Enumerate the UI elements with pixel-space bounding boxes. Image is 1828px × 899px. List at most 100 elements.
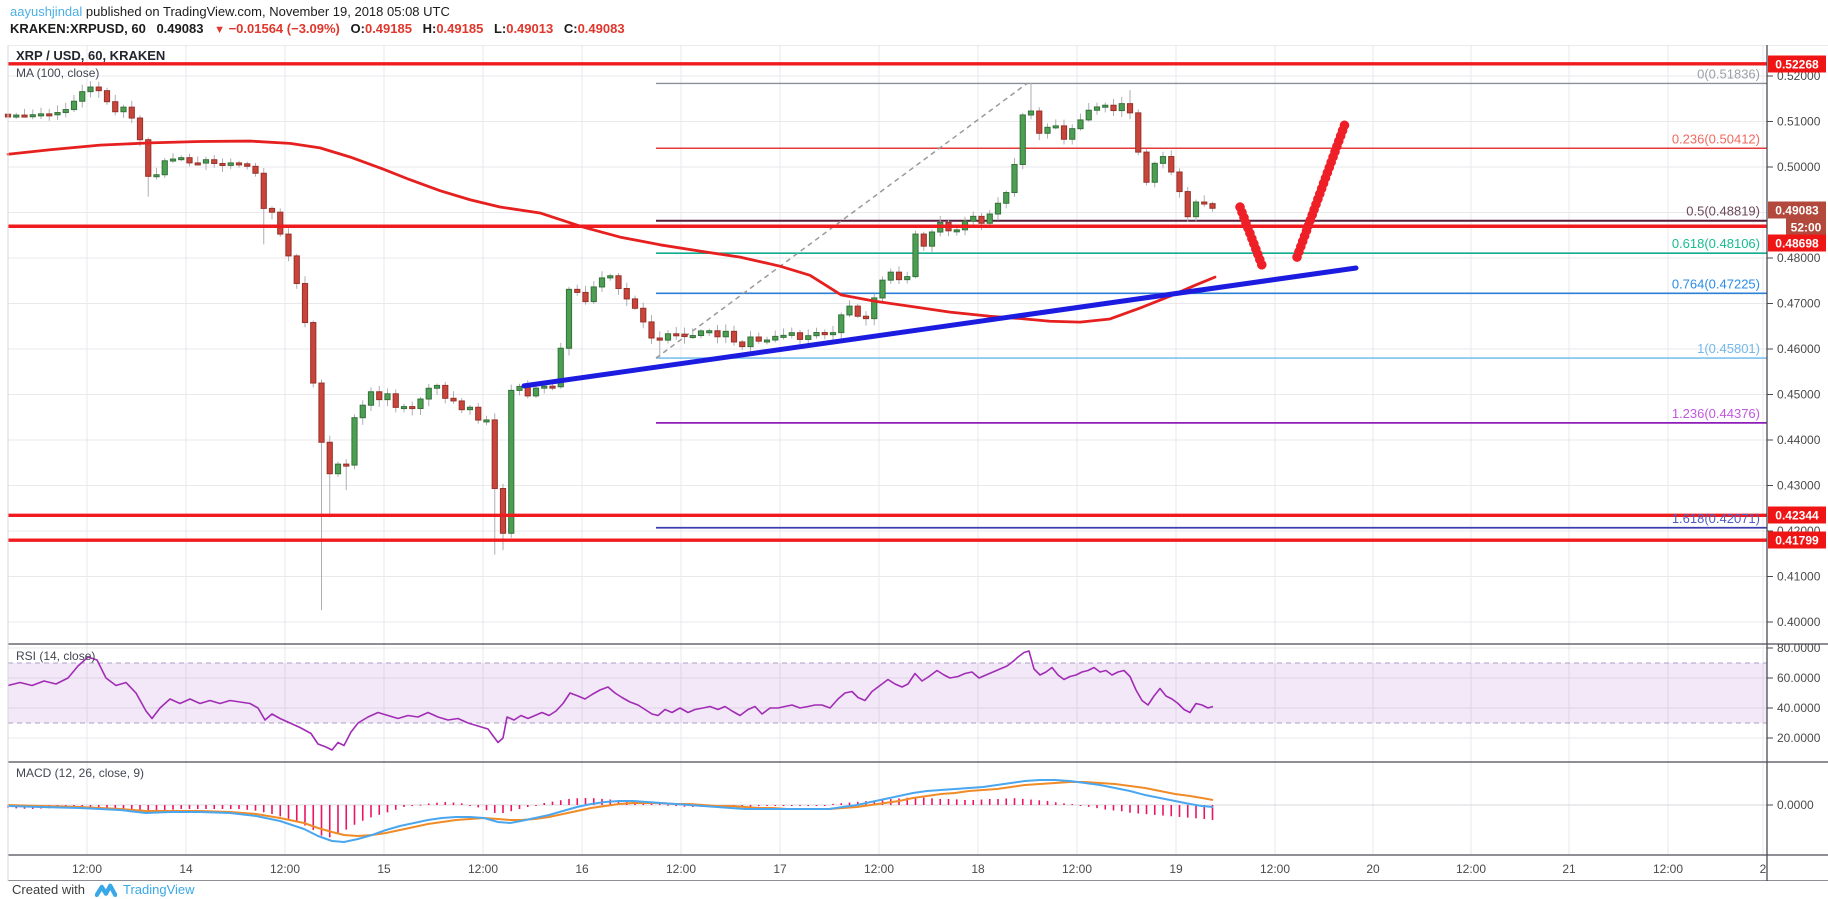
chart-legend-ma[interactable]: MA (100, close) <box>16 66 100 80</box>
candle-down <box>252 165 259 174</box>
candle-down <box>136 117 144 141</box>
candle-up <box>37 113 45 117</box>
candle-down <box>648 321 655 339</box>
candle-up <box>986 213 993 224</box>
candle-down <box>318 382 325 443</box>
candle-up <box>928 231 936 247</box>
candle-up <box>1093 106 1101 111</box>
candle-up <box>970 215 977 222</box>
axis-tick-label: 80.0000 <box>1777 641 1821 655</box>
support-trend-line[interactable] <box>521 265 1359 389</box>
candle-up <box>565 288 573 349</box>
time-tick-label: 12:00 <box>864 862 894 876</box>
candle-down <box>631 298 639 309</box>
axis-tick-label: 40.0000 <box>1777 701 1821 715</box>
candle-up <box>13 114 20 118</box>
candle-down <box>475 406 482 421</box>
candle-down <box>862 315 870 320</box>
candle-up <box>384 393 391 401</box>
candle-down <box>46 113 53 117</box>
candle-down <box>730 330 738 343</box>
time-tick-label: 12:00 <box>1062 862 1092 876</box>
candle-down <box>409 406 416 410</box>
candle-down <box>277 211 284 235</box>
candle-up <box>912 233 919 278</box>
fib-labels: 0(0.51836) 0.236(0.50412) 0.5(0.48819) 0.61… <box>1672 66 1760 525</box>
candle-up <box>689 335 696 339</box>
candle-up <box>1069 128 1076 140</box>
time-tick-label: 2 <box>1760 862 1767 876</box>
price-badge-0.41799 <box>1768 531 1826 549</box>
candle-up <box>598 277 606 288</box>
close-value: 0.49083 <box>577 21 625 36</box>
candle-up <box>425 387 432 400</box>
tradingview-brand-link[interactable]: TradingView <box>122 882 195 897</box>
candle-down <box>1184 191 1191 218</box>
time-tick-label: 21 <box>1562 862 1576 876</box>
price-badge-0.48698 <box>1768 234 1826 252</box>
candle-up <box>120 106 127 113</box>
candle-up <box>433 384 441 389</box>
candle-up <box>607 275 614 279</box>
candle-down <box>145 139 152 177</box>
candle-down <box>499 488 507 534</box>
candle-up <box>813 332 820 337</box>
author-link[interactable]: aayushjindal <box>10 4 83 19</box>
candle-down <box>186 157 193 164</box>
candle-up <box>772 335 779 341</box>
candle-down <box>128 106 135 119</box>
candle-down <box>574 288 581 293</box>
macd-pane-label[interactable]: MACD (12, 26, close, 9) <box>16 766 145 780</box>
candle-up <box>953 229 960 233</box>
candle-down <box>755 336 762 342</box>
candle-up <box>351 417 358 466</box>
fib-label: 0.236(0.50412) <box>1672 131 1760 146</box>
candle-up <box>153 174 160 178</box>
candle-down <box>268 207 276 213</box>
candle-up <box>466 406 474 411</box>
candle-up <box>838 314 845 334</box>
gridlines <box>8 45 1767 855</box>
candle-down <box>895 271 903 281</box>
price-axis[interactable]: 0.520000.510000.500000.480000.470000.460… <box>1767 69 1821 812</box>
time-axis[interactable]: 12:00 14 12:00 15 12:00 16 12:00 17 12:00 18 12:00… <box>72 862 1767 876</box>
price-badge-text: 52:00 <box>1791 221 1822 235</box>
low-label: L: <box>493 21 507 36</box>
candle-down <box>978 215 985 224</box>
ma-100-line <box>6 139 1217 324</box>
candle-up <box>1077 119 1084 130</box>
candle-up <box>1151 162 1158 183</box>
fib-label: 0.618(0.48106) <box>1672 236 1760 251</box>
candle-up <box>1159 156 1167 164</box>
candle-down <box>194 162 201 166</box>
axis-tick-label: 0.46000 <box>1777 342 1821 356</box>
time-tick-label: 12:00 <box>72 862 102 876</box>
candle-up <box>532 387 540 397</box>
symbol-label[interactable]: KRAKEN:XRPUSD, 60 <box>10 21 146 36</box>
candle-down <box>293 255 300 285</box>
candle-down <box>673 333 680 337</box>
candle-down <box>95 86 102 92</box>
candle-down <box>211 159 218 164</box>
candle-down <box>442 384 449 399</box>
chart-legend-symbol[interactable]: XRP / USD, 60, KRAKEN <box>16 48 166 63</box>
rsi-pane-label[interactable]: RSI (14, close) <box>16 649 96 663</box>
time-tick-label: 12:00 <box>468 862 498 876</box>
candle-down <box>301 283 309 324</box>
candle-down <box>1060 125 1068 140</box>
candle-down <box>582 291 589 303</box>
resistance-support-lines[interactable] <box>8 62 1767 542</box>
candle-up <box>805 335 812 340</box>
time-tick-label: 14 <box>179 862 193 876</box>
candle-up <box>1044 126 1051 134</box>
candle-up <box>417 398 424 409</box>
candle-up <box>169 158 177 162</box>
chart-canvas[interactable]: 0.520000.510000.500000.480000.470000.460… <box>0 45 1828 881</box>
candle-up <box>697 330 705 337</box>
candle-up <box>904 276 911 281</box>
forecast-arrows[interactable] <box>1235 116 1351 273</box>
candle-up <box>1102 104 1109 108</box>
candle-down <box>1036 110 1043 134</box>
axis-tick-label: 60.0000 <box>1777 671 1821 685</box>
